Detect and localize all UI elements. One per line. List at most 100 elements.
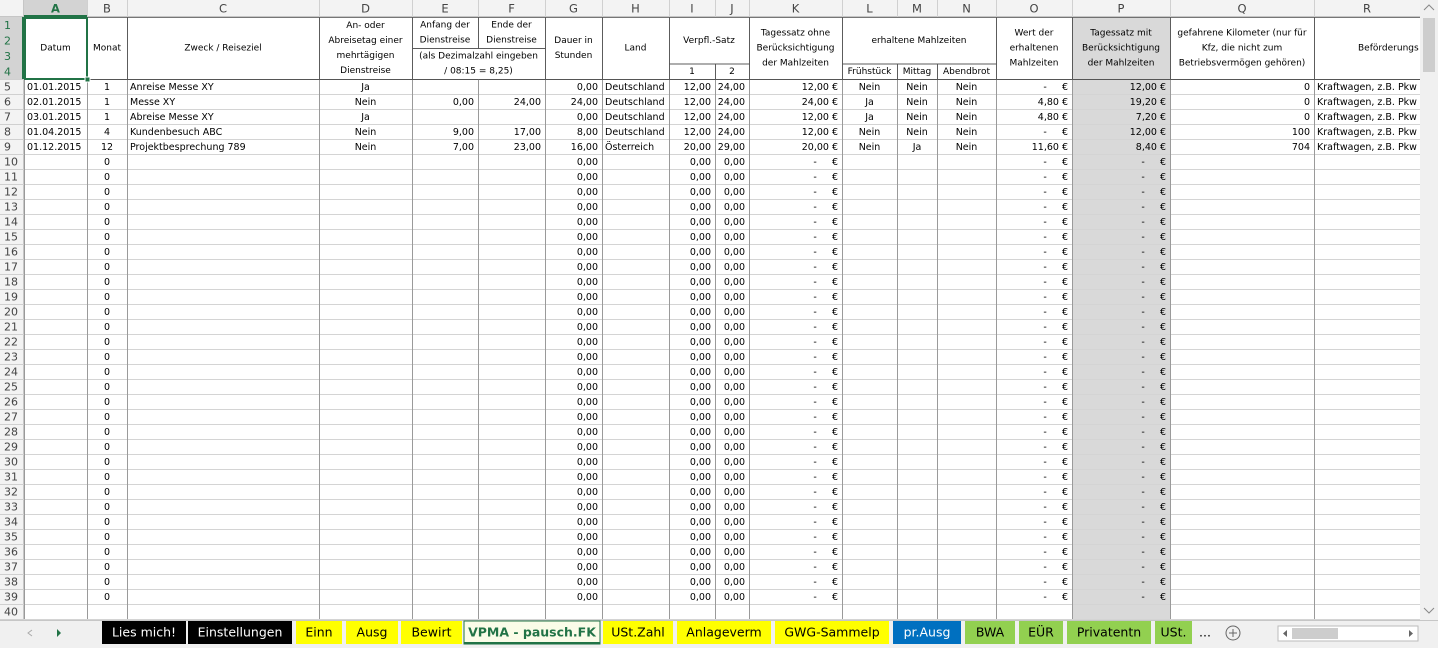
sheet-tab[interactable]	[102, 621, 186, 644]
row-heading[interactable]: 30	[4, 456, 18, 469]
sheet-tab[interactable]	[893, 621, 961, 644]
sheet-tab-label[interactable]: Einstellungen	[198, 625, 283, 640]
row-heading[interactable]: 3	[4, 50, 11, 63]
sheet-tab[interactable]	[677, 621, 771, 644]
row-heading[interactable]: 11	[4, 171, 18, 184]
column-heading[interactable]: Q	[1237, 2, 1246, 16]
cell: 03.01.2015	[27, 112, 81, 123]
sheet-tab-label[interactable]: Einn	[305, 625, 332, 640]
sheet-tab-label[interactable]: Bewirt	[411, 625, 451, 640]
sheet-tab-label[interactable]: Anlageverm	[686, 625, 761, 640]
row-heading[interactable]: 32	[4, 486, 18, 499]
row-heading[interactable]: 9	[4, 141, 11, 154]
sheet-tab-label[interactable]: Ausg	[357, 625, 388, 640]
cell: 0,00	[453, 97, 474, 108]
sheet-tab-label[interactable]: VPMA - pausch.FK	[468, 625, 597, 640]
row-heading[interactable]: 16	[4, 246, 18, 259]
row-heading[interactable]: 36	[4, 546, 18, 559]
sheet-tab[interactable]	[603, 621, 673, 644]
column-heading[interactable]: B	[103, 2, 111, 16]
tab-next[interactable]	[57, 629, 61, 637]
row-heading[interactable]: 29	[4, 441, 18, 454]
row-heading[interactable]: 33	[4, 501, 18, 514]
scroll-up[interactable]	[1423, 4, 1435, 11]
row-heading[interactable]: 39	[4, 591, 18, 604]
column-heading[interactable]: L	[866, 2, 873, 16]
more-tabs[interactable]: ...	[1199, 625, 1211, 640]
column-heading[interactable]: R	[1363, 2, 1371, 16]
row-heading[interactable]: 38	[4, 576, 18, 589]
column-heading[interactable]: M	[912, 2, 922, 16]
row-heading[interactable]: 25	[4, 381, 18, 394]
row-heading[interactable]: 18	[4, 276, 18, 289]
sheet-tab-label[interactable]: GWG-Sammelp	[784, 625, 879, 640]
column-heading[interactable]: O	[1029, 2, 1038, 16]
sheet-tab-label[interactable]: USt.	[1161, 625, 1187, 640]
row-heading[interactable]: 7	[4, 111, 11, 124]
vertical-scrollbar[interactable]	[1420, 0, 1438, 620]
row-heading[interactable]: 28	[4, 426, 18, 439]
row-heading[interactable]: 24	[4, 366, 18, 379]
row-heading[interactable]: 13	[4, 201, 18, 214]
row-heading[interactable]: 20	[4, 306, 18, 319]
row-heading[interactable]: 1	[4, 19, 11, 32]
row-heading[interactable]: 40	[4, 606, 18, 619]
sheet-tab[interactable]	[1067, 621, 1151, 644]
column-heading[interactable]: J	[729, 2, 733, 16]
column-heading[interactable]: H	[631, 2, 640, 16]
row-heading[interactable]: 19	[4, 291, 18, 304]
column-heading[interactable]: P	[1118, 2, 1125, 16]
row-heading[interactable]: 12	[4, 186, 18, 199]
scroll-down[interactable]	[1423, 607, 1435, 614]
row-heading[interactable]: 17	[4, 261, 18, 274]
sheet-tab-label[interactable]: BWA	[976, 625, 1005, 640]
row-heading[interactable]: 34	[4, 516, 18, 529]
sheet-tab[interactable]	[188, 621, 292, 644]
sheet-tab-label[interactable]: EÜR	[1028, 624, 1054, 640]
cell: 0	[104, 427, 110, 438]
row-heading[interactable]: 35	[4, 531, 18, 544]
row-heading[interactable]: 21	[4, 321, 18, 334]
sheet-tab[interactable]	[965, 621, 1015, 644]
h-scroll-thumb[interactable]	[1292, 628, 1338, 639]
sheet-tab[interactable]	[1155, 621, 1192, 644]
row-heading[interactable]: 2	[4, 34, 11, 47]
row-heading[interactable]: 15	[4, 231, 18, 244]
row-heading[interactable]: 14	[4, 216, 18, 229]
sheet-tab[interactable]	[1019, 621, 1063, 644]
sheet-tab[interactable]	[346, 621, 398, 644]
sheet-tab-label[interactable]: Lies mich!	[112, 625, 176, 640]
cell: 0	[104, 217, 110, 228]
row-heading[interactable]: 5	[4, 81, 11, 94]
cell: - €	[1043, 202, 1068, 213]
column-heading[interactable]: C	[219, 2, 227, 16]
row-heading[interactable]: 6	[4, 96, 11, 109]
column-heading[interactable]: G	[569, 2, 578, 16]
sheet-tab-label[interactable]: USt.Zahl	[611, 625, 665, 640]
row-heading[interactable]: 8	[4, 126, 11, 139]
cell: 0,00	[690, 412, 711, 423]
row-heading[interactable]: 31	[4, 471, 18, 484]
column-heading[interactable]: N	[962, 2, 971, 16]
column-heading[interactable]: F	[508, 2, 515, 16]
row-heading[interactable]: 22	[4, 336, 18, 349]
sheet-tab-label[interactable]: Privatentn	[1077, 625, 1141, 640]
column-heading[interactable]: A	[51, 2, 60, 16]
sheet-tab[interactable]	[401, 621, 462, 644]
row-heading[interactable]: 37	[4, 561, 18, 574]
column-heading[interactable]: E	[441, 2, 448, 16]
sheet-tab[interactable]	[296, 621, 342, 644]
row-heading[interactable]: 10	[4, 156, 18, 169]
column-heading[interactable]: K	[792, 2, 800, 16]
sheet-tab-label[interactable]: pr.Ausg	[904, 625, 951, 640]
row-heading[interactable]: 26	[4, 396, 18, 409]
row-heading[interactable]: 27	[4, 411, 18, 424]
column-heading[interactable]: D	[361, 2, 370, 16]
row-heading[interactable]: 4	[4, 65, 11, 78]
row-heading[interactable]: 23	[4, 351, 18, 364]
add-sheet[interactable]	[1225, 625, 1241, 641]
scroll-thumb[interactable]	[1423, 18, 1435, 72]
tab-prev[interactable]	[27, 629, 33, 637]
sheet-tab[interactable]	[775, 621, 889, 644]
column-heading[interactable]: I	[690, 2, 693, 16]
